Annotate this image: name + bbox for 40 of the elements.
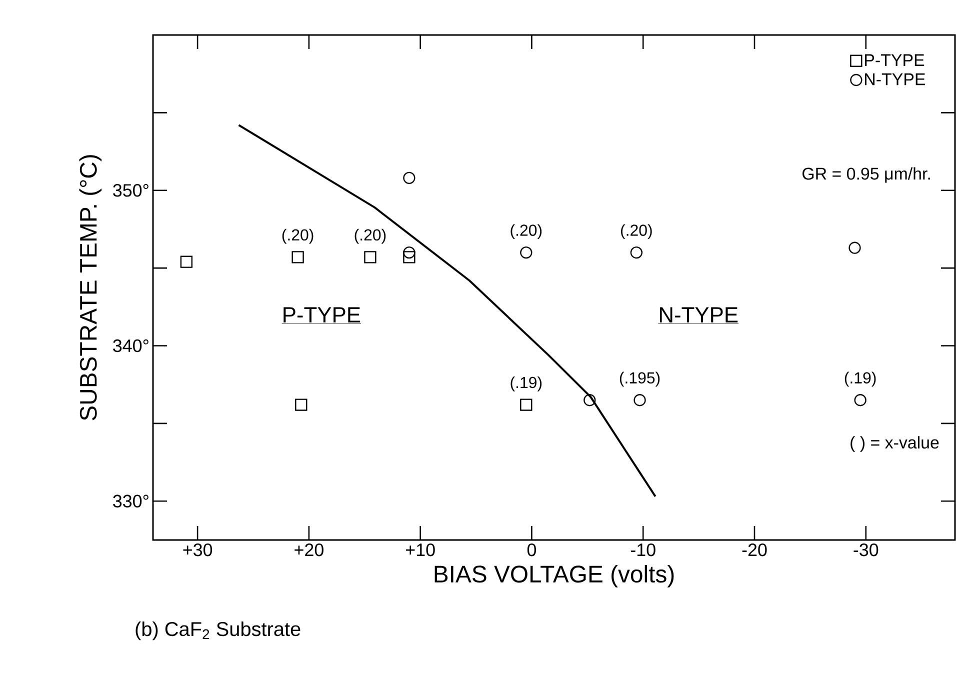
- point: [630, 246, 643, 259]
- y-axis-title: SUBSTRATE TEMP. (°C): [79, 155, 102, 420]
- point: [364, 251, 376, 264]
- point: [292, 251, 304, 264]
- x-tick-label: -20: [742, 543, 767, 556]
- point: [295, 398, 308, 411]
- x-tick-label: 0: [527, 543, 536, 556]
- y-tick-label: 340°: [113, 339, 148, 352]
- point: [180, 256, 192, 268]
- x-tick-label: +20: [294, 543, 324, 556]
- annotation: (.20): [354, 228, 386, 244]
- annotation: P-TYPE: [284, 307, 360, 322]
- annotation: N-TYPE: [660, 307, 738, 322]
- annotation: (.20): [510, 224, 542, 240]
- x-tick-label: +30: [183, 543, 212, 556]
- point: [584, 394, 596, 406]
- x-tick-label: -30: [854, 543, 878, 556]
- point: [520, 398, 532, 411]
- annotation: (.19): [844, 372, 876, 387]
- point: [403, 172, 416, 184]
- point: [854, 394, 866, 406]
- annotation: ( ) = x-value: [850, 436, 939, 452]
- point: [848, 242, 861, 254]
- y-tick-label: 330°: [113, 494, 148, 508]
- annotation: (.20): [282, 228, 314, 244]
- legend-label: N-TYPE: [865, 73, 926, 86]
- point: [520, 246, 532, 259]
- text: (b) CaF$_{2}$ Substrate: [136, 622, 300, 640]
- x-axis-title: BIAS VOLTAGE (volts): [434, 565, 674, 588]
- annotation: (.19): [510, 376, 542, 392]
- annotation: (.20): [621, 224, 652, 240]
- legend-label: P-TYPE: [865, 54, 924, 66]
- point: [634, 394, 646, 406]
- point: [403, 246, 416, 259]
- annotation: GR = 0.95 μm/hr.: [802, 167, 930, 183]
- x-tick-label: -10: [630, 543, 656, 556]
- y-tick-label: 350°: [113, 184, 148, 197]
- x-tick-label: +10: [406, 543, 435, 556]
- point: [403, 251, 416, 264]
- annotation: (.195): [620, 372, 660, 387]
